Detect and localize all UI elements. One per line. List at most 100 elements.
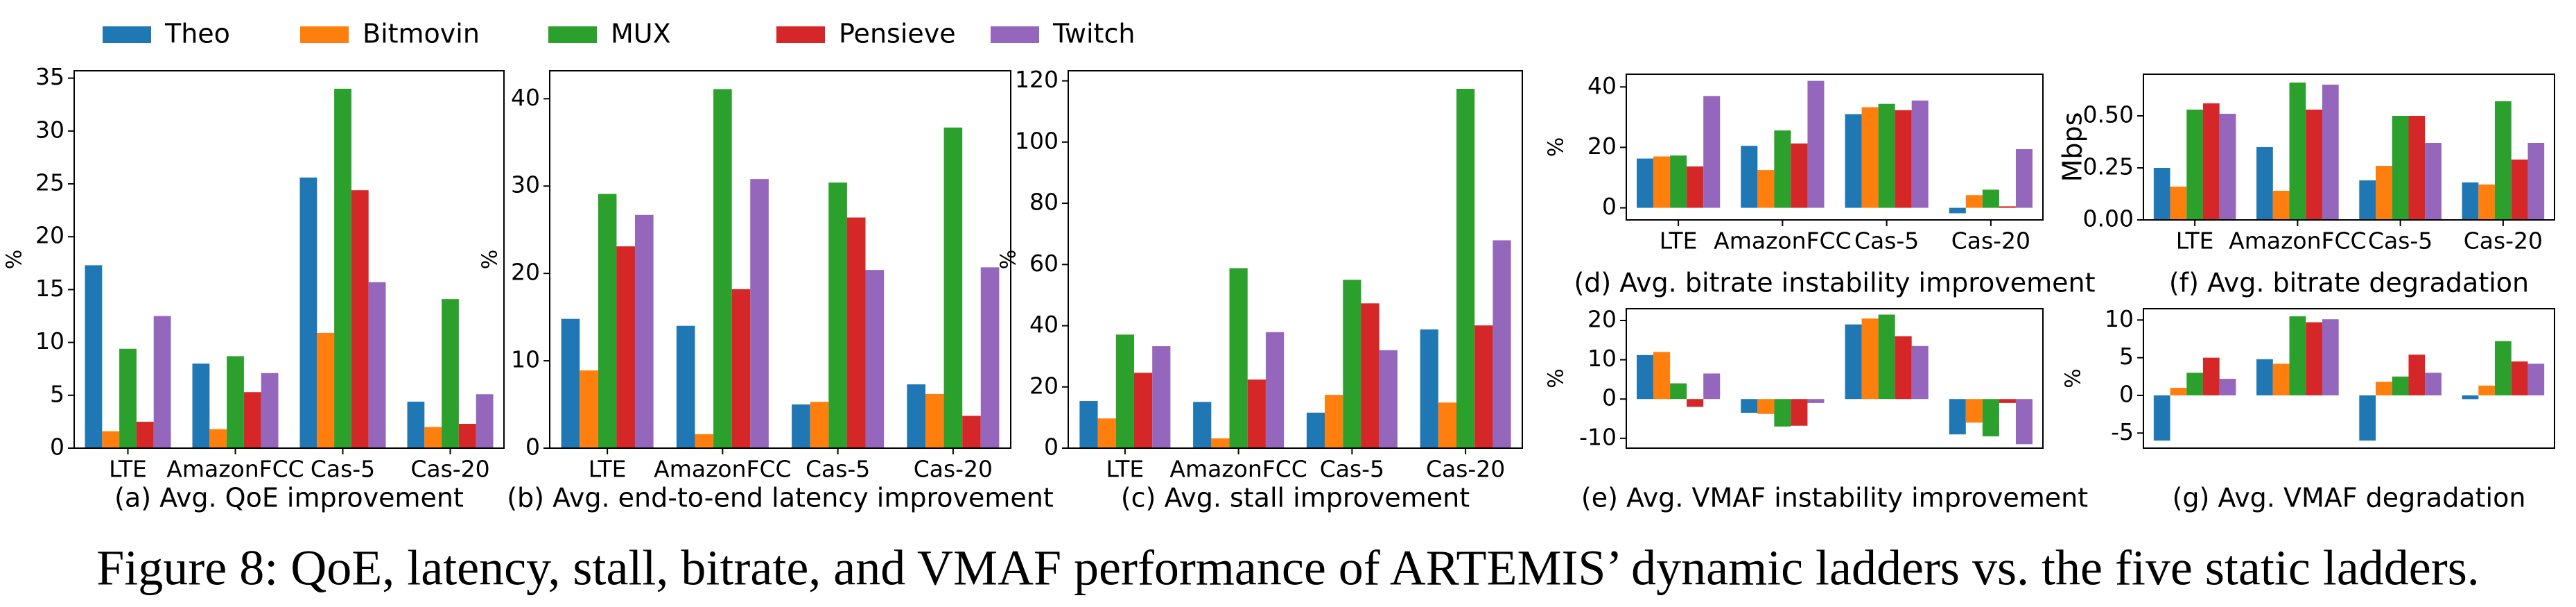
bar bbox=[1982, 189, 1999, 208]
chart-title: (a) Avg. QoE improvement bbox=[114, 483, 464, 513]
bar bbox=[1079, 401, 1098, 448]
bar bbox=[1999, 206, 2016, 208]
bar bbox=[2272, 364, 2290, 395]
bar bbox=[1741, 146, 1758, 208]
bar bbox=[676, 325, 695, 448]
bar bbox=[1420, 329, 1438, 448]
bar bbox=[334, 88, 351, 448]
chart-title: (c) Avg. stall improvement bbox=[1121, 483, 1470, 513]
bar bbox=[2015, 149, 2033, 208]
bar bbox=[2511, 361, 2528, 395]
bar bbox=[192, 364, 210, 448]
bar bbox=[1492, 240, 1511, 448]
bar bbox=[1115, 334, 1134, 448]
bar bbox=[2462, 182, 2479, 220]
bar bbox=[2153, 395, 2170, 441]
bar bbox=[2392, 376, 2409, 395]
bar bbox=[2527, 364, 2545, 395]
bar bbox=[424, 427, 442, 448]
x-tick-label: Cas-20 bbox=[2464, 228, 2543, 255]
bar bbox=[635, 214, 654, 448]
bar bbox=[2495, 101, 2512, 220]
legend-swatch bbox=[548, 26, 597, 43]
bar bbox=[616, 246, 636, 448]
y-tick-label: 0 bbox=[1044, 434, 1059, 461]
y-axis-label: % bbox=[1544, 137, 1569, 157]
bar bbox=[925, 393, 944, 448]
y-tick-label: 60 bbox=[1029, 250, 1059, 277]
bar bbox=[227, 356, 244, 448]
bar bbox=[1741, 399, 1758, 413]
bar bbox=[713, 89, 732, 448]
x-tick-label: AmazonFCC bbox=[2229, 228, 2366, 255]
axes-frame bbox=[1068, 70, 1523, 449]
bar bbox=[2153, 168, 2170, 220]
y-tick-label: 10 bbox=[35, 327, 64, 354]
bar bbox=[2219, 379, 2236, 395]
bar bbox=[102, 431, 120, 448]
y-tick-label: 10 bbox=[2105, 305, 2134, 332]
axes-frame bbox=[549, 70, 1011, 449]
chart-title: (g) Avg. VMAF degradation bbox=[2173, 483, 2526, 513]
chart-title: (d) Avg. bitrate instability improvement bbox=[1574, 268, 2095, 298]
bar bbox=[1703, 96, 1721, 208]
y-tick-label: 0.00 bbox=[2083, 205, 2134, 232]
bar bbox=[792, 404, 810, 448]
bar bbox=[1845, 324, 1862, 400]
bar bbox=[458, 423, 476, 448]
bar bbox=[1653, 156, 1671, 208]
y-tick-label: 5 bbox=[50, 380, 64, 407]
bar bbox=[1878, 103, 1895, 208]
legend-label: Pensieve bbox=[839, 19, 956, 49]
bar bbox=[261, 373, 279, 448]
bar bbox=[476, 394, 494, 448]
x-tick-label: AmazonFCC bbox=[1714, 228, 1851, 255]
bar bbox=[1807, 399, 1825, 403]
y-tick-label: -10 bbox=[1579, 423, 1617, 450]
y-tick-label: 40 bbox=[1587, 72, 1617, 99]
legend-label: MUX bbox=[611, 19, 671, 49]
bar bbox=[2202, 357, 2220, 395]
bar bbox=[1670, 383, 1687, 400]
x-tick-label: Cas-5 bbox=[2368, 228, 2433, 255]
bar bbox=[1456, 89, 1475, 448]
bar bbox=[1965, 399, 1983, 423]
x-tick-label: LTE bbox=[109, 456, 147, 483]
bar bbox=[1861, 318, 1879, 400]
bar bbox=[243, 392, 261, 448]
y-tick-label: 5 bbox=[2119, 343, 2134, 370]
bar bbox=[1999, 399, 2016, 403]
bar bbox=[1687, 399, 1704, 407]
bar bbox=[1361, 303, 1380, 448]
bar bbox=[598, 194, 617, 448]
bar bbox=[2376, 382, 2392, 395]
y-tick-label: 10 bbox=[511, 346, 540, 373]
axes-frame bbox=[73, 70, 505, 449]
bar bbox=[1133, 373, 1153, 448]
bar bbox=[317, 332, 335, 448]
bar bbox=[907, 384, 925, 448]
bar bbox=[442, 299, 459, 448]
bar bbox=[2256, 359, 2273, 395]
bar bbox=[943, 127, 963, 448]
bar bbox=[1774, 399, 1791, 427]
bar bbox=[1152, 346, 1171, 448]
x-tick-label: Cas-20 bbox=[914, 456, 993, 483]
legend-label: Theo bbox=[164, 19, 230, 49]
bar bbox=[1895, 110, 1912, 208]
y-tick-label: 30 bbox=[35, 116, 64, 143]
bar bbox=[1949, 207, 1966, 214]
y-tick-label: 20 bbox=[1029, 372, 1059, 399]
legend-swatch bbox=[103, 26, 151, 43]
bar bbox=[2322, 319, 2339, 395]
y-axis-label: % bbox=[3, 250, 27, 270]
axes-frame bbox=[1626, 308, 2044, 449]
bar bbox=[1325, 395, 1343, 448]
x-tick-label: Cas-5 bbox=[806, 456, 870, 483]
y-tick-label: 0.25 bbox=[2083, 153, 2134, 180]
bar bbox=[1211, 438, 1230, 448]
x-tick-label: LTE bbox=[589, 456, 627, 483]
bar bbox=[2478, 185, 2496, 220]
legend-swatch bbox=[991, 26, 1039, 43]
y-axis-label: % bbox=[1544, 368, 1569, 388]
